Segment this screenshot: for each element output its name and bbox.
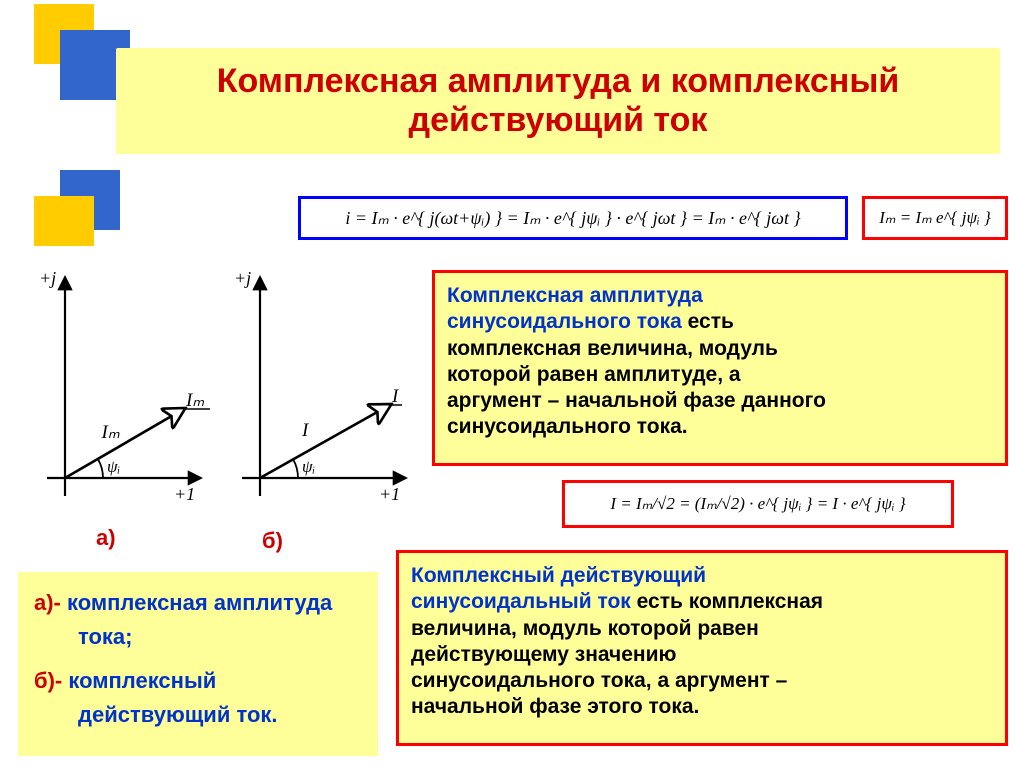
formula-amplitude: Iₘ = Iₘ e^{ jψᵢ } — [862, 196, 1008, 240]
formula-main: i = Iₘ · e^{ j(ωt+ψᵢ) } = Iₘ · e^{ jψᵢ }… — [298, 196, 848, 240]
legend-box: а)- комплексная амплитуда тока; б)- компл… — [18, 572, 378, 756]
definition-rms: Комплексный действующийсинусоидальный то… — [396, 550, 1008, 746]
formula-amplitude-text: Iₘ = Iₘ e^{ jψᵢ } — [879, 208, 991, 228]
svg-text:ψᵢ: ψᵢ — [107, 457, 120, 476]
svg-text:I: I — [391, 386, 400, 407]
svg-text:+1: +1 — [174, 484, 195, 504]
formula-rms-text: I = Iₘ/√2 = (Iₘ/√2) · e^{ jψᵢ } = I · e^… — [610, 494, 905, 514]
page-title: Комплексная амплитуда и комплексный дейс… — [146, 62, 970, 140]
vector-diagrams: +j +1 Iₘ Iₘ ψᵢ +j +1 I Iψᵢ — [10, 258, 420, 518]
legend-item: б)- комплексный действующий ток. — [34, 664, 362, 732]
svg-text:Iₘ: Iₘ — [185, 390, 204, 411]
svg-text:+j: +j — [39, 268, 56, 288]
formula-rms: I = Iₘ/√2 = (Iₘ/√2) · e^{ jψᵢ } = I · e^… — [562, 480, 954, 528]
svg-text:+j: +j — [234, 268, 251, 288]
svg-text:+1: +1 — [379, 484, 400, 504]
legend-item: а)- комплексная амплитуда тока; — [34, 586, 362, 654]
vector-diagram-svg: +j +1 Iₘ Iₘ ψᵢ +j +1 I Iψᵢ — [10, 258, 420, 518]
definition-amplitude: Комплексная амплитудасинусоидального ток… — [432, 270, 1008, 466]
title-box: Комплексная амплитуда и комплексный дейс… — [116, 48, 1000, 154]
svg-text:ψᵢ: ψᵢ — [302, 457, 315, 476]
svg-text:I: I — [301, 420, 310, 441]
svg-text:Iₘ: Iₘ — [101, 422, 120, 443]
deco-yellow-2 — [34, 196, 94, 246]
formula-main-text: i = Iₘ · e^{ j(ωt+ψᵢ) } = Iₘ · e^{ jψᵢ }… — [345, 208, 800, 229]
diagram-label-b: б) — [262, 528, 283, 554]
diagram-label-a: а) — [96, 525, 116, 551]
